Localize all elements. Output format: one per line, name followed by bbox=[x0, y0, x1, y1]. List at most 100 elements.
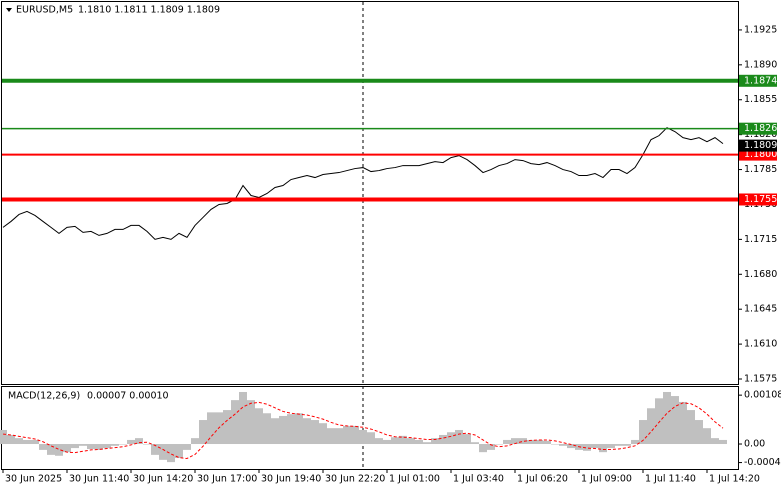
macd-bar bbox=[71, 444, 79, 449]
y-tick-label: 0.00 bbox=[744, 439, 765, 450]
macd-bar bbox=[447, 432, 455, 445]
macd-bar bbox=[351, 425, 359, 445]
macd-bar bbox=[503, 439, 511, 445]
macd-bar bbox=[191, 438, 199, 445]
macd-bar bbox=[319, 423, 327, 445]
macd-bar bbox=[567, 444, 575, 449]
macd-bar bbox=[143, 444, 151, 445]
level-tag bbox=[739, 122, 777, 135]
macd-bar bbox=[663, 391, 671, 445]
macd-bar bbox=[623, 444, 631, 446]
macd-bar bbox=[279, 415, 287, 445]
macd-bar bbox=[647, 408, 655, 445]
macd-bar bbox=[615, 444, 623, 446]
ohlc: 1.1810 1.1811 1.1809 1.1809 bbox=[78, 5, 220, 16]
macd-bar bbox=[703, 428, 711, 445]
y-tick-label: 1.1855 bbox=[744, 94, 777, 105]
macd-bar bbox=[335, 428, 343, 445]
y-tick-label: 1.1715 bbox=[744, 234, 777, 245]
macd-title: MACD(12,26,9) bbox=[8, 391, 80, 402]
macd-bar bbox=[439, 434, 447, 445]
macd-bar bbox=[79, 444, 87, 446]
macd-bar bbox=[103, 444, 111, 449]
y-tick-label: 1.1785 bbox=[744, 164, 777, 175]
macd-bar bbox=[399, 435, 407, 445]
macd-bar bbox=[639, 420, 647, 445]
macd-bar bbox=[471, 442, 479, 445]
macd-bar bbox=[255, 408, 263, 445]
macd-bar bbox=[15, 438, 23, 445]
level-label: 1.1800 bbox=[744, 149, 777, 160]
macd-bar bbox=[31, 439, 39, 445]
macd-bar bbox=[111, 444, 119, 446]
y-tick-label: 1.1890 bbox=[744, 59, 777, 70]
x-tick-label: 1 Jul 06:20 bbox=[517, 474, 568, 485]
macd-bar bbox=[551, 444, 559, 445]
macd-bar bbox=[463, 434, 471, 445]
macd-bar bbox=[375, 438, 383, 445]
x-tick-label: 1 Jul 01:00 bbox=[389, 474, 440, 485]
macd-bar bbox=[47, 444, 55, 455]
y-tick-label: 1.1575 bbox=[744, 374, 777, 385]
macd-bar bbox=[591, 444, 599, 449]
macd-bar bbox=[87, 444, 95, 449]
level-label: 1.1874 bbox=[744, 75, 777, 86]
x-tick-label: 1 Jul 14:20 bbox=[709, 474, 760, 485]
macd-bar bbox=[0, 429, 7, 445]
macd-bar bbox=[479, 444, 487, 453]
x-tick-label: 30 Jun 11:40 bbox=[69, 474, 129, 485]
macd-bar bbox=[343, 425, 351, 445]
x-tick-label: 1 Jul 03:40 bbox=[453, 474, 504, 485]
macd-bar bbox=[7, 434, 15, 445]
y-tick-label: 1.1645 bbox=[744, 304, 777, 315]
macd-bar bbox=[303, 418, 311, 445]
signal-line bbox=[2, 401, 724, 460]
macd-bar bbox=[455, 429, 463, 445]
x-tick-label: 30 Jun 19:40 bbox=[261, 474, 321, 485]
macd-bar bbox=[63, 444, 71, 453]
level-label: 1.1755 bbox=[744, 194, 777, 205]
macd-bar bbox=[295, 413, 303, 445]
macd-bar bbox=[695, 420, 703, 445]
macd-bar bbox=[207, 412, 215, 445]
macd-bar bbox=[159, 444, 167, 460]
macd-bar bbox=[199, 420, 207, 445]
x-tick-label: 30 Jun 17:00 bbox=[197, 474, 257, 485]
macd-bar bbox=[431, 438, 439, 445]
macd-bar bbox=[119, 444, 127, 445]
macd-bar bbox=[719, 439, 727, 445]
macd-bar bbox=[519, 438, 527, 445]
y-tick-label: 0.00108 bbox=[744, 390, 781, 401]
macd-bar bbox=[687, 410, 695, 445]
macd-bar bbox=[231, 400, 239, 445]
x-tick-label: 30 Jun 2025 bbox=[5, 474, 62, 485]
macd-frame bbox=[1, 386, 739, 470]
macd-bar bbox=[175, 444, 183, 459]
macd-bar bbox=[559, 444, 567, 446]
macd-bar bbox=[407, 438, 415, 445]
macd-bar bbox=[311, 420, 319, 445]
macd-bar bbox=[527, 439, 535, 445]
macd-bar bbox=[263, 413, 271, 445]
price-line bbox=[2, 127, 724, 240]
macd-bar bbox=[631, 439, 639, 445]
x-tick-label: 1 Jul 11:40 bbox=[645, 474, 696, 485]
macd-bar bbox=[127, 439, 135, 445]
symbol: EURUSD,M5 bbox=[16, 5, 73, 16]
x-tick-label: 30 Jun 14:20 bbox=[133, 474, 193, 485]
macd-bar bbox=[247, 400, 255, 445]
macd-bar bbox=[415, 439, 423, 445]
macd-bar bbox=[423, 442, 431, 445]
macd-bar bbox=[711, 438, 719, 445]
macd-bar bbox=[599, 444, 607, 453]
y-tick-label: 1.1610 bbox=[744, 339, 777, 350]
macd-bar bbox=[55, 444, 63, 456]
macd-bar bbox=[271, 418, 279, 445]
macd-bar bbox=[183, 444, 191, 450]
macd-bar bbox=[359, 429, 367, 445]
level-tag bbox=[739, 74, 777, 87]
y-tick-label: 1.1680 bbox=[744, 269, 777, 280]
level-label: 1.1826 bbox=[744, 123, 777, 134]
macd-bar bbox=[151, 444, 159, 455]
